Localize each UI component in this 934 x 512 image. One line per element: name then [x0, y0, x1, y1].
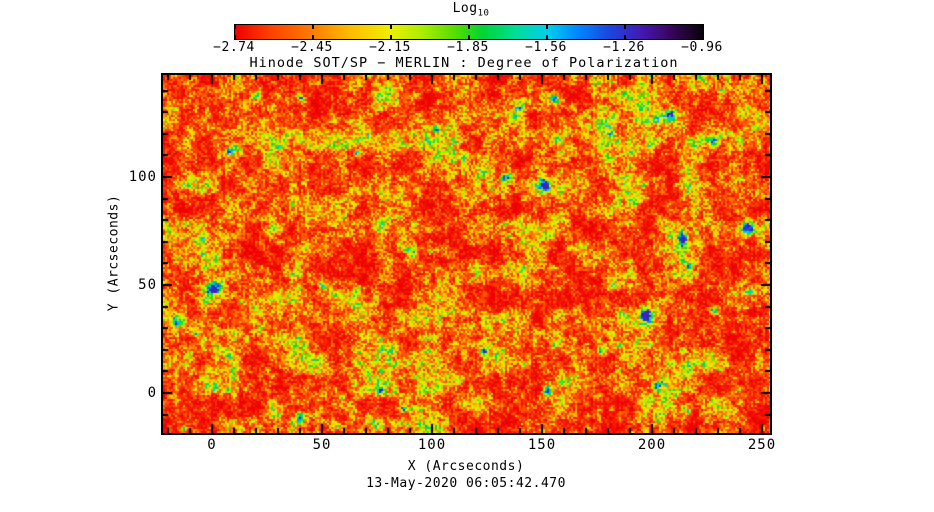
- colorbar-title: Log10: [453, 1, 490, 19]
- colorbar-tick-mark: [624, 25, 626, 29]
- x-tick-label: 100: [417, 437, 447, 453]
- colorbar-title-main: Log: [452, 1, 478, 16]
- x-tick-label: 150: [527, 437, 557, 453]
- colorbar-tick-mark: [311, 25, 314, 29]
- y-tick-label: 50: [138, 277, 157, 293]
- y-tick-label: 100: [128, 169, 157, 185]
- colorbar-tick-label: −2.15: [369, 40, 411, 55]
- colorbar-tick-mark: [468, 35, 470, 39]
- y-tick-label: 0: [147, 385, 157, 401]
- colorbar-tick-mark: [234, 35, 236, 39]
- x-tick-label: 200: [637, 437, 667, 453]
- plot-title: Hinode SOT/SP − MERLIN : Degree of Polar…: [249, 55, 679, 71]
- colorbar-tick-mark: [311, 35, 314, 39]
- colorbar-tick-mark: [545, 35, 548, 39]
- polarization-heatmap: [163, 75, 770, 433]
- y-axis-tick-labels: 0 50 100: [0, 75, 157, 433]
- colorbar-tick-mark: [545, 25, 548, 29]
- observation-timestamp: 13-May-2020 06:05:42.470: [366, 476, 566, 491]
- colorbar-tick-mark: [234, 25, 236, 29]
- colorbar-tick-label: −1.85: [447, 40, 489, 55]
- colorbar-tick-label: −1.26: [603, 40, 645, 55]
- x-axis-tick-labels: 0 50 100 150 200 250: [163, 436, 775, 454]
- colorbar-tick-label: −0.96: [681, 40, 723, 55]
- colorbar-tick-mark: [389, 35, 392, 39]
- colorbar-tick-label: −2.74: [213, 40, 255, 55]
- colorbar-tick-label: −2.45: [291, 40, 333, 55]
- colorbar-tick-mark: [389, 25, 392, 29]
- x-tick-label: 50: [312, 437, 332, 453]
- colorbar-tick-mark: [702, 35, 704, 39]
- colorbar-tick-label: −1.56: [525, 40, 567, 55]
- colorbar-title-subscript: 10: [477, 8, 490, 19]
- colorbar-tick-mark: [468, 25, 470, 29]
- x-tick-label: 250: [747, 437, 777, 453]
- colorbar-tick-mark: [624, 35, 626, 39]
- colorbar-gradient: [234, 24, 704, 40]
- colorbar-tick-mark: [702, 25, 704, 29]
- x-tick-label: 0: [207, 437, 217, 453]
- y-axis-title: Y (Arcseconds): [106, 194, 122, 312]
- colorbar-tick-labels: −2.74 −2.45 −2.15 −1.85 −1.56 −1.26 −0.96: [213, 40, 722, 56]
- x-axis-title: X (Arcseconds): [407, 459, 525, 474]
- plot-frame: [161, 73, 772, 435]
